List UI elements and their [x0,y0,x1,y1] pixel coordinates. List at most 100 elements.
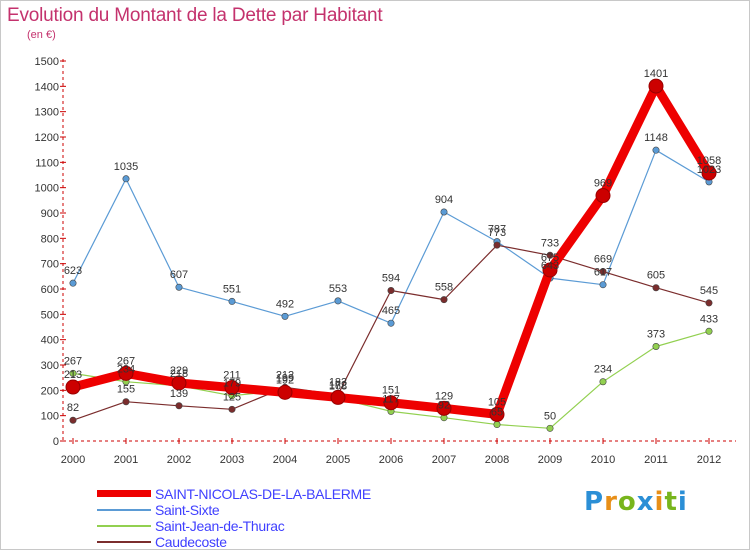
logo-letter: t [664,487,678,517]
data-point [595,188,611,204]
data-point [69,369,77,377]
data-label: 465 [382,305,400,317]
x-tick-label: 2004 [273,454,297,466]
y-tick-label: 1500 [35,56,59,68]
data-label: 218 [170,368,188,380]
legend-swatch-saint-jean-de-thurac [97,525,151,527]
x-tick-label: 2005 [326,454,350,466]
data-label: 117 [382,393,400,405]
data-point [175,283,183,291]
y-tick-label: 1300 [35,107,59,119]
data-point [546,424,554,432]
logo-letter: i [654,487,665,517]
data-label: 904 [435,194,453,206]
data-point [705,327,713,335]
data-point [648,78,664,94]
data-point [440,296,448,304]
legend-label: Caudecoste [155,534,227,550]
data-label: 65 [491,407,503,419]
legend-label: Saint-Sixte [155,502,220,518]
data-label: 623 [64,265,82,277]
data-point [175,402,183,410]
data-label: 151 [382,385,400,397]
x-tick-label: 2007 [432,454,456,466]
data-label: 373 [647,329,665,341]
data-label: 172 [329,379,347,391]
data-label: 92 [438,400,450,412]
x-tick-label: 2012 [697,454,721,466]
data-point [224,380,240,396]
data-label: 50 [544,410,556,422]
data-label: 773 [488,227,506,239]
data-point [281,312,289,320]
y-tick-label: 1000 [35,183,59,195]
data-label: 267 [64,355,82,367]
data-label: 492 [276,298,294,310]
data-label: 212 [276,369,294,381]
y-tick-label: 900 [41,208,59,220]
x-tick-label: 2002 [167,454,191,466]
chart-title: Evolution du Montant de la Dette par Hab… [7,5,383,26]
data-point [493,421,501,429]
logo-letter: r [604,487,618,517]
data-label: 969 [594,178,612,190]
data-label: 192 [276,374,294,386]
logo-letter: x [636,487,655,517]
data-point [705,299,713,307]
data-point [277,384,293,400]
y-tick-label: 600 [41,284,59,296]
data-label: 553 [329,283,347,295]
y-tick-label: 700 [41,259,59,271]
data-label: 125 [223,391,241,403]
x-tick-label: 2000 [61,454,85,466]
data-label: 669 [594,254,612,266]
legend-swatch-saint-nicolas [97,490,151,497]
logo-letter: i [677,487,688,517]
x-tick-label: 2009 [538,454,562,466]
data-point [69,279,77,287]
data-point [330,389,346,405]
data-point [387,319,395,327]
data-point [599,268,607,276]
data-label: 229 [170,365,188,377]
data-point [69,416,77,424]
y-tick-label: 0 [53,436,59,448]
x-tick-label: 2006 [379,454,403,466]
data-label: 558 [435,282,453,294]
legend-swatch-caudecoste [97,541,151,543]
data-label: 675 [541,252,559,264]
logo-letter: o [617,487,637,517]
y-tick-label: 100 [41,411,59,423]
data-label: 213 [64,369,82,381]
y-tick-label: 200 [41,385,59,397]
data-label: 105 [488,396,506,408]
data-point [228,297,236,305]
legend-label: SAINT-NICOLAS-DE-LA-BALERME [155,486,371,502]
data-point [493,241,501,249]
data-label: 433 [700,313,718,325]
data-label: 199 [276,373,294,385]
data-point [440,208,448,216]
y-tick-label: 1200 [35,132,59,144]
data-label: 787 [488,224,506,236]
data-point [701,165,717,181]
data-point [334,297,342,305]
data-label: 1401 [644,68,668,80]
data-point [387,287,395,295]
data-label: 607 [170,269,188,281]
data-label: 1148 [644,132,668,144]
data-point [599,378,607,386]
y-tick-label: 400 [41,335,59,347]
data-label: 155 [117,384,135,396]
data-label: 551 [223,283,241,295]
data-label: 234 [594,364,612,376]
data-point [228,405,236,413]
y-tick-label: 300 [41,360,59,372]
logo-letter: P [584,487,605,517]
data-point [652,146,660,154]
series-lines [65,78,717,432]
data-point [652,284,660,292]
data-label: 643 [541,260,559,272]
y-tick-label: 1400 [35,81,59,93]
data-label: 82 [67,402,79,414]
